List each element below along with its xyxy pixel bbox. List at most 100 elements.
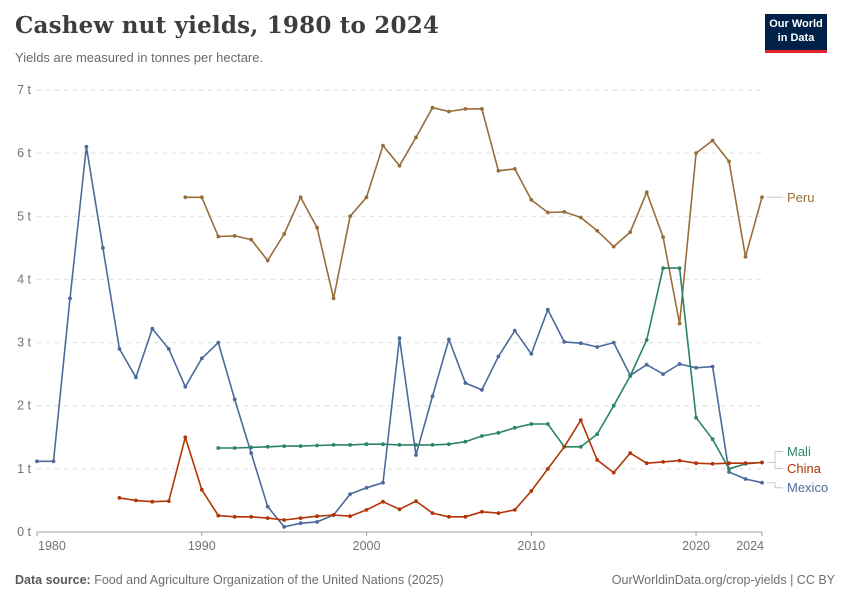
data-point[interactable] bbox=[661, 372, 665, 376]
data-point[interactable] bbox=[298, 516, 303, 520]
data-point[interactable] bbox=[694, 365, 698, 370]
data-point[interactable] bbox=[562, 444, 567, 449]
data-point[interactable] bbox=[611, 340, 616, 345]
data-point[interactable] bbox=[298, 521, 303, 526]
data-point[interactable] bbox=[677, 362, 682, 366]
data-point[interactable] bbox=[529, 489, 534, 493]
data-point[interactable] bbox=[298, 444, 303, 448]
data-point[interactable] bbox=[183, 435, 188, 440]
data-point[interactable] bbox=[430, 394, 435, 399]
data-point[interactable] bbox=[529, 352, 534, 356]
data-point[interactable] bbox=[677, 321, 682, 326]
data-point[interactable] bbox=[496, 431, 501, 435]
data-point[interactable] bbox=[694, 415, 698, 420]
data-point[interactable] bbox=[760, 460, 764, 465]
data-point[interactable] bbox=[644, 362, 649, 367]
data-point[interactable] bbox=[628, 374, 633, 378]
data-point[interactable] bbox=[315, 225, 319, 230]
data-point[interactable] bbox=[331, 513, 336, 517]
data-point[interactable] bbox=[51, 459, 56, 464]
data-point[interactable] bbox=[661, 235, 665, 240]
data-point[interactable] bbox=[134, 498, 138, 503]
data-point[interactable] bbox=[117, 347, 122, 351]
data-point[interactable] bbox=[249, 451, 254, 455]
series-label-china[interactable]: China bbox=[787, 461, 822, 476]
data-point[interactable] bbox=[199, 487, 204, 492]
data-point[interactable] bbox=[101, 246, 105, 250]
data-point[interactable] bbox=[381, 499, 385, 504]
data-point[interactable] bbox=[265, 444, 270, 449]
data-point[interactable] bbox=[364, 508, 369, 512]
data-point[interactable] bbox=[381, 442, 385, 447]
data-point[interactable] bbox=[150, 326, 155, 331]
data-point[interactable] bbox=[578, 341, 583, 346]
data-point[interactable] bbox=[480, 434, 484, 438]
data-point[interactable] bbox=[68, 296, 72, 301]
data-point[interactable] bbox=[644, 190, 649, 195]
data-point[interactable] bbox=[760, 480, 764, 485]
data-point[interactable] bbox=[628, 451, 633, 455]
data-point[interactable] bbox=[644, 338, 649, 342]
data-point[interactable] bbox=[265, 258, 270, 263]
data-point[interactable] bbox=[743, 477, 748, 481]
data-point[interactable] bbox=[545, 210, 550, 215]
data-point[interactable] bbox=[694, 461, 698, 466]
data-point[interactable] bbox=[727, 470, 731, 474]
data-point[interactable] bbox=[249, 237, 254, 242]
data-point[interactable] bbox=[628, 230, 633, 235]
data-point[interactable] bbox=[414, 453, 418, 457]
data-point[interactable] bbox=[282, 232, 287, 236]
data-point[interactable] bbox=[480, 388, 484, 392]
data-point[interactable] bbox=[578, 418, 583, 423]
data-point[interactable] bbox=[315, 514, 319, 519]
data-point[interactable] bbox=[364, 485, 369, 490]
data-point[interactable] bbox=[743, 461, 748, 466]
data-point[interactable] bbox=[216, 513, 221, 518]
data-point[interactable] bbox=[512, 167, 517, 171]
data-point[interactable] bbox=[480, 509, 484, 514]
data-point[interactable] bbox=[545, 422, 550, 426]
data-point[interactable] bbox=[595, 345, 600, 349]
data-point[interactable] bbox=[611, 403, 616, 408]
data-point[interactable] bbox=[677, 266, 682, 270]
data-point[interactable] bbox=[496, 511, 501, 515]
data-point[interactable] bbox=[463, 514, 468, 519]
data-point[interactable] bbox=[397, 336, 402, 341]
data-point[interactable] bbox=[743, 254, 748, 259]
series-line-mali[interactable] bbox=[218, 267, 763, 470]
owid-logo[interactable]: Our World in Data bbox=[765, 14, 827, 53]
data-point[interactable] bbox=[512, 425, 517, 430]
data-point[interactable] bbox=[430, 105, 435, 110]
data-point[interactable] bbox=[381, 143, 385, 148]
data-point[interactable] bbox=[397, 443, 402, 447]
data-point[interactable] bbox=[760, 195, 764, 200]
data-point[interactable] bbox=[578, 215, 583, 220]
data-point[interactable] bbox=[381, 480, 385, 485]
data-point[interactable] bbox=[348, 214, 352, 219]
data-point[interactable] bbox=[414, 135, 418, 140]
data-point[interactable] bbox=[232, 234, 237, 238]
data-point[interactable] bbox=[232, 446, 237, 450]
data-point[interactable] bbox=[315, 520, 319, 524]
data-point[interactable] bbox=[282, 525, 287, 529]
data-point[interactable] bbox=[496, 168, 501, 173]
data-point[interactable] bbox=[249, 445, 254, 450]
data-point[interactable] bbox=[677, 458, 682, 463]
data-point[interactable] bbox=[397, 507, 402, 512]
data-point[interactable] bbox=[298, 195, 303, 200]
data-point[interactable] bbox=[117, 496, 122, 500]
data-point[interactable] bbox=[216, 340, 221, 345]
data-point[interactable] bbox=[348, 514, 352, 519]
data-point[interactable] bbox=[331, 443, 336, 447]
data-point[interactable] bbox=[183, 195, 188, 200]
data-point[interactable] bbox=[727, 461, 731, 466]
series-label-mali[interactable]: Mali bbox=[787, 444, 811, 459]
data-point[interactable] bbox=[595, 458, 600, 462]
data-point[interactable] bbox=[463, 439, 468, 444]
data-point[interactable] bbox=[512, 508, 517, 512]
data-point[interactable] bbox=[430, 511, 435, 515]
data-point[interactable] bbox=[134, 375, 138, 380]
data-point[interactable] bbox=[545, 307, 550, 312]
data-point[interactable] bbox=[562, 210, 567, 214]
data-point[interactable] bbox=[84, 144, 89, 149]
